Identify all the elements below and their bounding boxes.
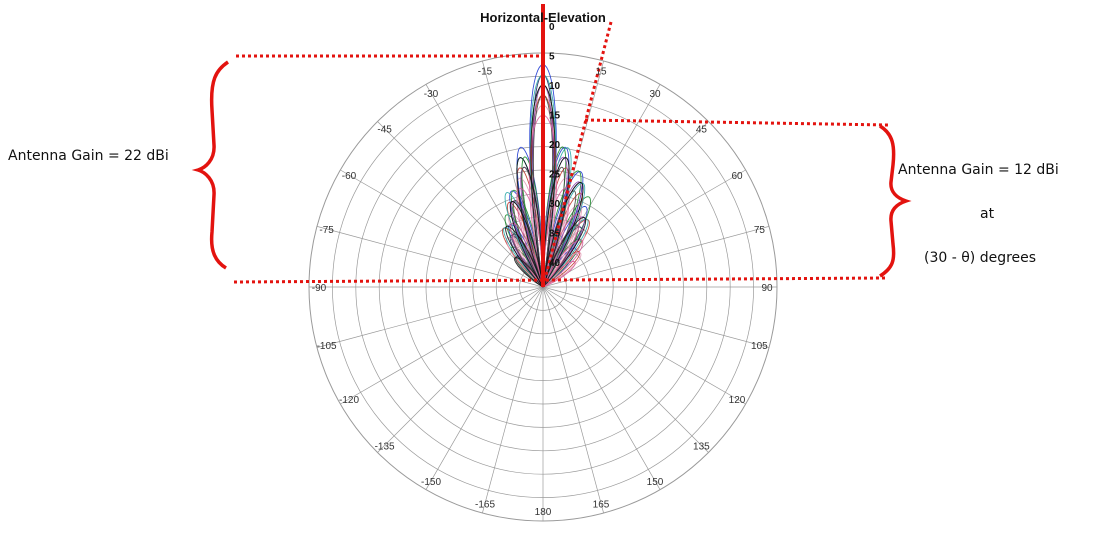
grid-spoke [482, 286, 544, 514]
angular-tick-labels: 15 30 45 60 75 90 105 120 135 150 165 180 -165 -150 -1… [312, 67, 773, 518]
angle-tick-label: -120 [339, 395, 359, 406]
right-gain-brace [879, 124, 912, 278]
pattern-lobe [542, 182, 584, 288]
radial-tick-label: 0 [549, 22, 555, 33]
grid-spoke [542, 169, 746, 288]
angle-tick-label: -135 [375, 441, 395, 452]
right-gain-at: at [980, 206, 995, 222]
grid-spoke [425, 286, 544, 490]
grid-spoke [542, 286, 661, 490]
grid-spoke [542, 286, 746, 405]
angle-tick-label: 105 [751, 341, 768, 352]
pattern-lobe [542, 213, 581, 288]
angle-tick-label: -105 [317, 341, 337, 352]
pattern-lobe [542, 156, 568, 288]
pattern-lobe [509, 201, 544, 288]
radiation-pattern-lobes [501, 64, 591, 289]
gain-markers [233, 4, 889, 288]
right-gain-angle: (30 - θ) degrees [924, 250, 1036, 266]
grid-spoke [542, 226, 770, 288]
angle-tick-label: 30 [649, 89, 661, 100]
angle-tick-label: -60 [342, 171, 357, 182]
angle-tick-label: 15 [595, 67, 607, 78]
grid-spoke [542, 286, 604, 514]
angle-tick-label: 60 [731, 171, 743, 182]
angle-tick-label: -75 [319, 225, 334, 236]
right-gain-label: Antenna Gain = 12 dBi [898, 162, 1059, 178]
radial-tick-label: 40 [549, 258, 561, 269]
angle-tick-label: 75 [754, 225, 766, 236]
left-gain-label: Antenna Gain = 22 dBi [8, 148, 169, 164]
angle-tick-label: 45 [696, 125, 708, 136]
pattern-lobe [510, 222, 544, 288]
pattern-lobe [515, 256, 544, 288]
pattern-lobe [542, 216, 587, 288]
angle-tick-label: 120 [729, 395, 746, 406]
radial-tick-label: 5 [549, 52, 555, 63]
pattern-lobe [516, 157, 544, 288]
pattern-lobe [542, 188, 570, 288]
radial-tick-label: 20 [549, 140, 561, 151]
radial-tick-label: 15 [549, 111, 561, 122]
grid-spoke [542, 286, 770, 348]
grid-spoke [542, 286, 709, 453]
grid-spoke [340, 169, 544, 288]
side-gain-line [584, 118, 889, 127]
pattern-lobe [542, 157, 570, 288]
pattern-lobe [542, 228, 586, 288]
pattern-lobe [506, 237, 544, 288]
grid-spoke [316, 286, 544, 348]
chart-title: Horizontal-Elevation [480, 10, 606, 25]
angle-tick-label: 180 [535, 507, 552, 518]
angle-tick-label: -15 [478, 67, 493, 78]
grid-spoke [340, 286, 544, 405]
angle-tick-label: 135 [693, 441, 710, 452]
angle-tick-label: -150 [421, 477, 441, 488]
radial-tick-label: 25 [549, 170, 561, 181]
angle-tick-label: -45 [377, 125, 392, 136]
angle-tick-label: 165 [593, 499, 610, 510]
grid-spoke [316, 226, 544, 288]
radial-tick-labels: 0 5 10 15 20 25 30 35 40 [549, 22, 561, 269]
angle-tick-label: -30 [424, 89, 439, 100]
radial-tick-label: 35 [549, 229, 561, 240]
left-gain-brace [191, 60, 230, 270]
pattern-lobe [514, 257, 544, 288]
baseline-line [233, 276, 886, 284]
pattern-lobe [516, 188, 544, 288]
angle-tick-label: -165 [475, 499, 495, 510]
angle-tick-label: 150 [647, 477, 664, 488]
grid-spoke [377, 286, 544, 453]
pattern-lobe [542, 224, 579, 288]
angle-tick-label: -90 [312, 283, 327, 294]
radial-tick-label: 10 [549, 81, 561, 92]
angle-tick-label: 90 [761, 283, 773, 294]
radial-tick-label: 30 [549, 199, 561, 210]
